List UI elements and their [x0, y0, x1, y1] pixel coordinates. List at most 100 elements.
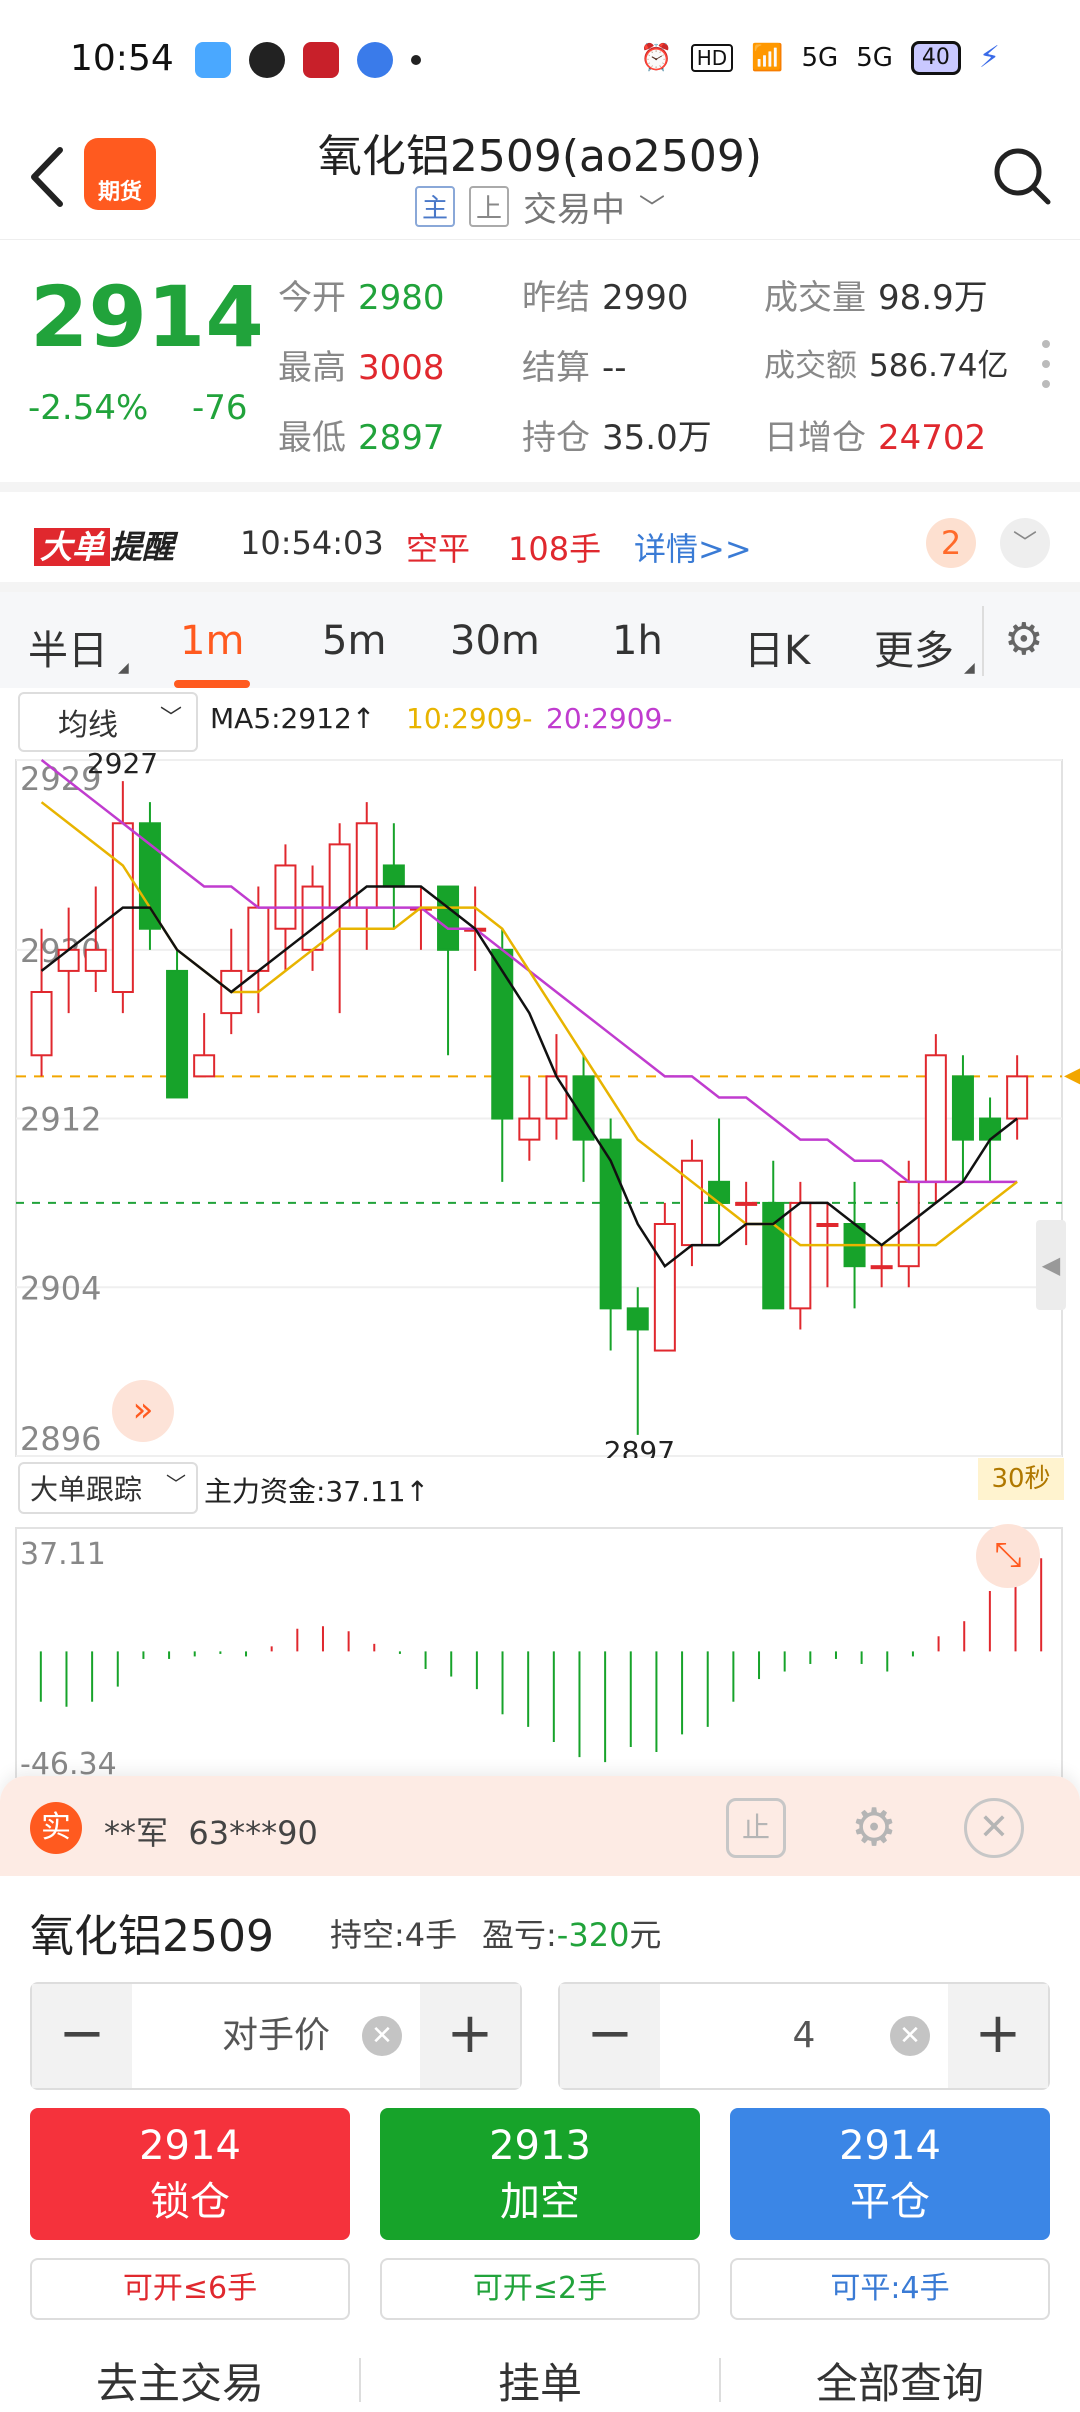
- flow-select[interactable]: 大单跟踪 ﹀: [18, 1462, 198, 1514]
- y-tick-label: 2912: [20, 1101, 101, 1139]
- price-clear-icon[interactable]: ✕: [362, 2016, 402, 2056]
- candlestick-chart[interactable]: 2929292029122904289629272897: [0, 748, 1080, 1458]
- ma10-label: 10:2909-: [406, 702, 533, 735]
- ma5-label: MA5:2912↑: [210, 702, 376, 735]
- price-stepper: − 对手价 ✕ +: [30, 1982, 522, 2090]
- plot-frame: [15, 759, 1063, 1457]
- stop-loss-shield-icon[interactable]: 止: [726, 1798, 786, 1858]
- candle-body: [680, 1159, 703, 1247]
- fullscreen-expand-icon[interactable]: ⤡: [976, 1524, 1040, 1588]
- chevron-down-icon: ﹀: [166, 1472, 186, 1496]
- status-app-icons: [195, 42, 421, 78]
- candle-body: [355, 822, 378, 909]
- last-price: 2914: [30, 268, 264, 366]
- candle-body: [572, 1075, 595, 1141]
- candle-body: [382, 864, 405, 888]
- price-input[interactable]: 对手价: [221, 2015, 330, 2056]
- candle-body: [1006, 1075, 1029, 1120]
- alert-details-link[interactable]: 详情>>: [634, 530, 752, 568]
- broker-app-icon: [303, 42, 339, 78]
- alert-type: 空平: [406, 530, 471, 568]
- volume-cell: 成交量 98.9万: [764, 278, 988, 318]
- signal-5g-1: 5G: [801, 42, 839, 73]
- qty-plus-button[interactable]: +: [948, 1984, 1048, 2088]
- candle-body: [274, 864, 297, 930]
- nav-pending-orders[interactable]: 挂单: [497, 2359, 582, 2408]
- contract-subtitle[interactable]: 主 上 交易中 ﹀: [0, 182, 1080, 231]
- price-minus-button[interactable]: −: [32, 1984, 132, 2088]
- candle-body: [951, 1075, 974, 1141]
- quote-panel: 2914 -2.54% -76 今开 2980 最高 3008 最低 2897 昨结 2…: [0, 240, 1080, 480]
- candle-body: [328, 843, 351, 909]
- futures-logo[interactable]: 期货: [84, 138, 156, 210]
- tab-1h[interactable]: 1h: [612, 618, 663, 664]
- tab-1m[interactable]: 1m: [180, 618, 245, 664]
- open-interest-cell: 持仓 35.0万: [522, 418, 712, 458]
- interval-badge[interactable]: 30秒: [978, 1458, 1064, 1500]
- search-icon[interactable]: [990, 144, 1054, 208]
- account-info[interactable]: **军 63***90: [104, 1814, 318, 1852]
- candle-body: [301, 885, 324, 951]
- chart-high-label: 2927: [87, 748, 158, 780]
- indicator-select[interactable]: 均线 ﹀: [18, 692, 198, 752]
- tab-half-day[interactable]: 半日: [28, 628, 108, 674]
- alert-count-badge[interactable]: 2: [926, 518, 976, 568]
- available-open-long: 可开≤6手: [30, 2258, 350, 2320]
- close-position-button[interactable]: 2914 平仓: [730, 2108, 1050, 2240]
- candle-body: [816, 1223, 839, 1227]
- high-cell: 最高 3008: [278, 348, 445, 388]
- candle-body: [545, 1075, 568, 1120]
- alert-expand-chevron-icon[interactable]: ﹀: [1000, 518, 1050, 568]
- nav-separator: [719, 2358, 721, 2402]
- candle-body: [84, 948, 107, 972]
- nav-main-trade[interactable]: 去主交易: [95, 2359, 264, 2408]
- tab-30m[interactable]: 30m: [450, 618, 540, 664]
- back-arrow-icon[interactable]: [24, 142, 74, 212]
- candle-body: [979, 1117, 1002, 1141]
- status-time: 10:54: [70, 38, 174, 79]
- tab-more[interactable]: 更多: [874, 628, 954, 674]
- candle-body: [735, 1201, 758, 1206]
- candle-body: [57, 948, 80, 972]
- lock-position-button[interactable]: 2914 锁仓: [30, 2108, 350, 2240]
- position-info: 持空:4手: [330, 1916, 458, 1954]
- settle-cell: 结算 --: [522, 348, 627, 388]
- y-tick-label: 2904: [20, 1269, 101, 1307]
- chevron-down-icon: ﹀: [639, 194, 666, 224]
- ma5-line: [40, 885, 1018, 1269]
- period-tabs: 半日 ◢ 1m 5m 30m 1h 日K 更多 ◢ ⚙: [0, 582, 1080, 688]
- qty-minus-button[interactable]: −: [560, 1984, 660, 2088]
- candle-body: [626, 1307, 649, 1331]
- candle-body: [924, 1054, 947, 1183]
- tab-5m[interactable]: 5m: [322, 618, 387, 664]
- change-value: -76: [192, 388, 248, 428]
- prev-settle-cell: 昨结 2990: [522, 278, 689, 318]
- close-icon[interactable]: ✕: [964, 1798, 1024, 1858]
- expand-sidebar-icon[interactable]: »: [112, 1380, 174, 1442]
- available-open-short: 可开≤2手: [380, 2258, 700, 2320]
- alert-logo: 大单 提醒: [34, 522, 174, 568]
- chart-settings-gear-icon[interactable]: ⚙: [1004, 614, 1044, 665]
- candle-body: [193, 1054, 216, 1078]
- main-fund-label: 主力资金:37.11↑: [204, 1475, 430, 1508]
- big-order-alert[interactable]: 大单 提醒 10:54:03 空平 108手 详情>> 2 ﹀: [0, 482, 1080, 582]
- candle-body: [599, 1138, 622, 1310]
- price-plus-button[interactable]: +: [420, 1984, 520, 2088]
- chart-low-label: 2897: [604, 1435, 675, 1458]
- more-dots-icon[interactable]: [1042, 340, 1050, 400]
- nav-query-all[interactable]: 全部查询: [815, 2359, 984, 2408]
- more-dot-icon: [411, 55, 421, 65]
- collapse-handle-icon[interactable]: ◀: [1036, 1220, 1066, 1310]
- current-price-marker-icon: [1064, 1068, 1080, 1085]
- wechat-icon: [249, 42, 285, 78]
- product-name: 氧化铝2509: [30, 1911, 274, 1962]
- tab-daily-k[interactable]: 日K: [744, 628, 811, 674]
- flow-min-label: -46.34: [20, 1747, 117, 1778]
- alarm-icon: ⏰: [640, 42, 673, 73]
- add-short-button[interactable]: 2913 加空: [380, 2108, 700, 2240]
- candle-body: [247, 906, 270, 972]
- flow-max-label: 37.11: [20, 1537, 106, 1572]
- settings-gear-icon[interactable]: ⚙: [850, 1798, 898, 1858]
- quantity-input[interactable]: 4: [792, 2015, 816, 2056]
- qty-clear-icon[interactable]: ✕: [890, 2016, 930, 2056]
